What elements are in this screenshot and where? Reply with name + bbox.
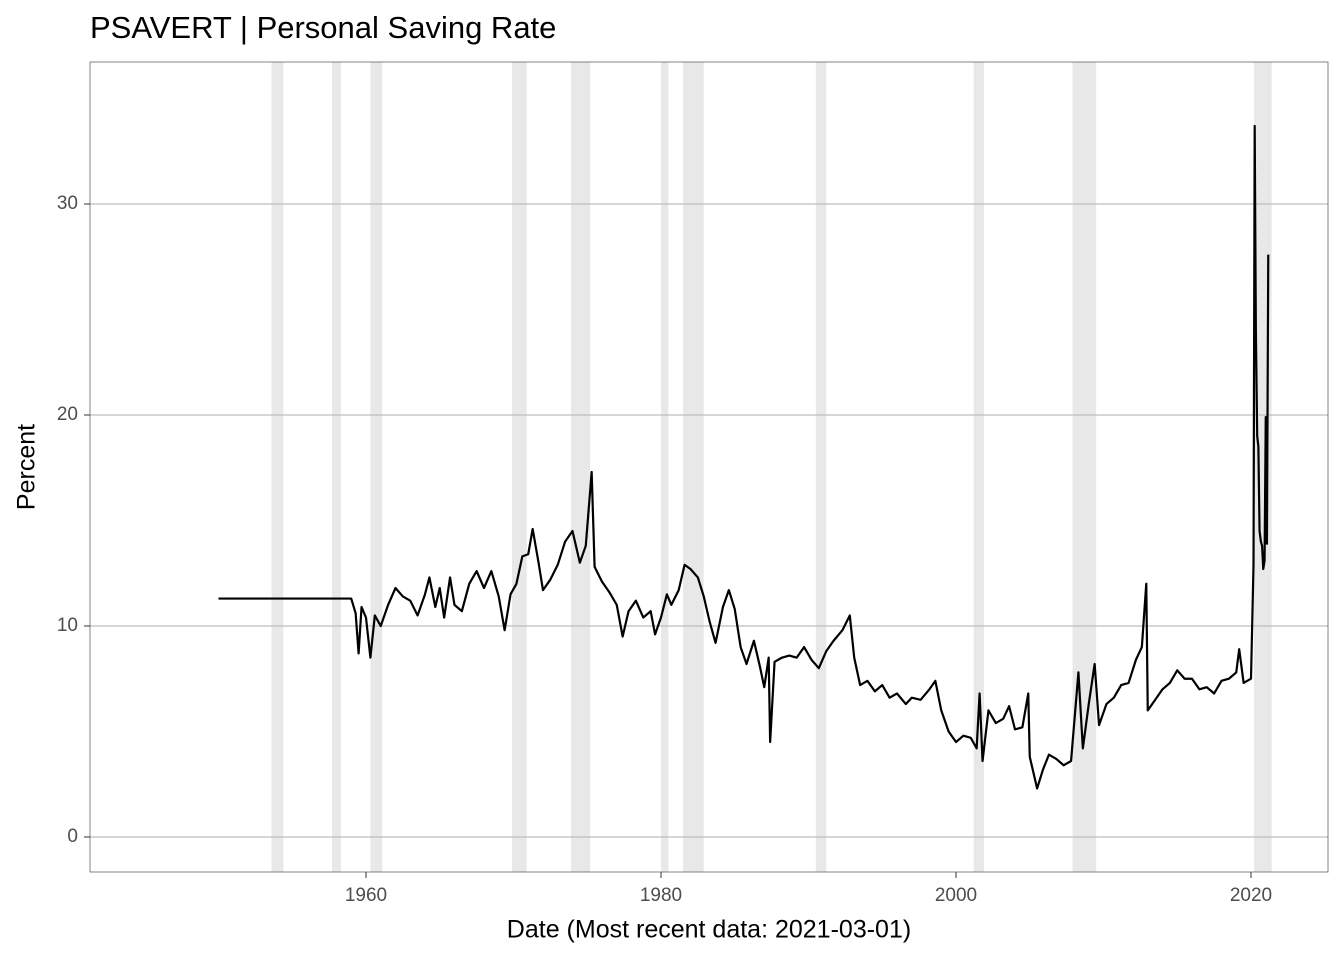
data-line bbox=[218, 124, 1270, 790]
panel-border bbox=[89, 61, 1329, 873]
recession-band bbox=[973, 62, 985, 872]
recession-band bbox=[370, 62, 383, 872]
x-tick-label: 1980 bbox=[640, 885, 682, 906]
x-axis-title: Date (Most recent data: 2021-03-01) bbox=[507, 916, 911, 944]
recession-band bbox=[512, 62, 527, 872]
y-tick-label: 20 bbox=[57, 404, 78, 425]
y-axis-title: Percent bbox=[13, 424, 41, 510]
recession-band bbox=[660, 62, 669, 872]
y-tick-label: 10 bbox=[57, 615, 78, 636]
x-tick-label: 1960 bbox=[345, 885, 387, 906]
chart-title: PSAVERT | Personal Saving Rate bbox=[90, 10, 556, 45]
recession-band bbox=[683, 62, 704, 872]
y-tick-label: 0 bbox=[67, 826, 78, 847]
recession-band bbox=[271, 62, 284, 872]
recession-band bbox=[332, 62, 341, 872]
x-tick-label: 2000 bbox=[935, 885, 977, 906]
y-tick-label: 30 bbox=[57, 193, 78, 214]
recession-band bbox=[815, 62, 827, 872]
recession-band bbox=[1072, 62, 1097, 872]
recession-band bbox=[1253, 62, 1272, 872]
x-tick-label: 2020 bbox=[1230, 885, 1272, 906]
recession-band bbox=[571, 62, 591, 872]
